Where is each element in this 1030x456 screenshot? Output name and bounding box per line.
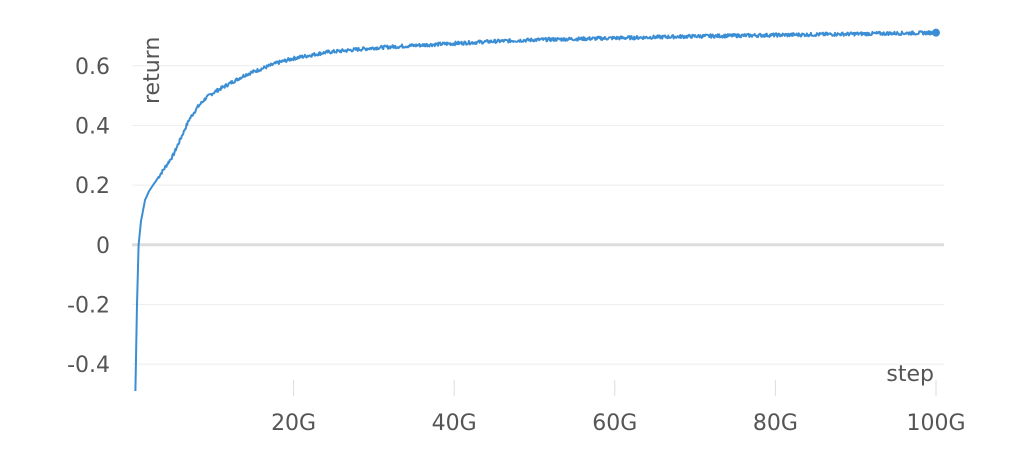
y-tick-label: 0.4	[75, 114, 110, 139]
x-tick-label: 100G	[906, 411, 965, 436]
x-tick-label: 80G	[753, 411, 798, 436]
y-tick-label: -0.2	[67, 293, 110, 318]
x-axis-title: step	[886, 362, 934, 387]
y-axis-tick-labels: 0.6 0.4 0.2 0 -0.2 -0.4	[67, 55, 110, 378]
y-tick-label: 0	[96, 234, 110, 259]
y-tick-label: 0.6	[75, 55, 110, 80]
x-tick-label: 60G	[592, 411, 637, 436]
y-tick-label: 0.2	[75, 174, 110, 199]
x-axis-ticks	[293, 380, 937, 396]
grid-lines	[132, 65, 944, 365]
x-tick-label: 20G	[271, 411, 316, 436]
y-axis-title: return	[140, 37, 165, 104]
return-series-line	[134, 30, 937, 392]
series-layer	[134, 28, 940, 392]
x-tick-label: 40G	[432, 411, 477, 436]
series-point	[932, 28, 940, 37]
x-axis-tick-labels: 20G 40G 60G 80G 100G	[271, 411, 965, 436]
y-tick-label: -0.4	[67, 353, 110, 378]
